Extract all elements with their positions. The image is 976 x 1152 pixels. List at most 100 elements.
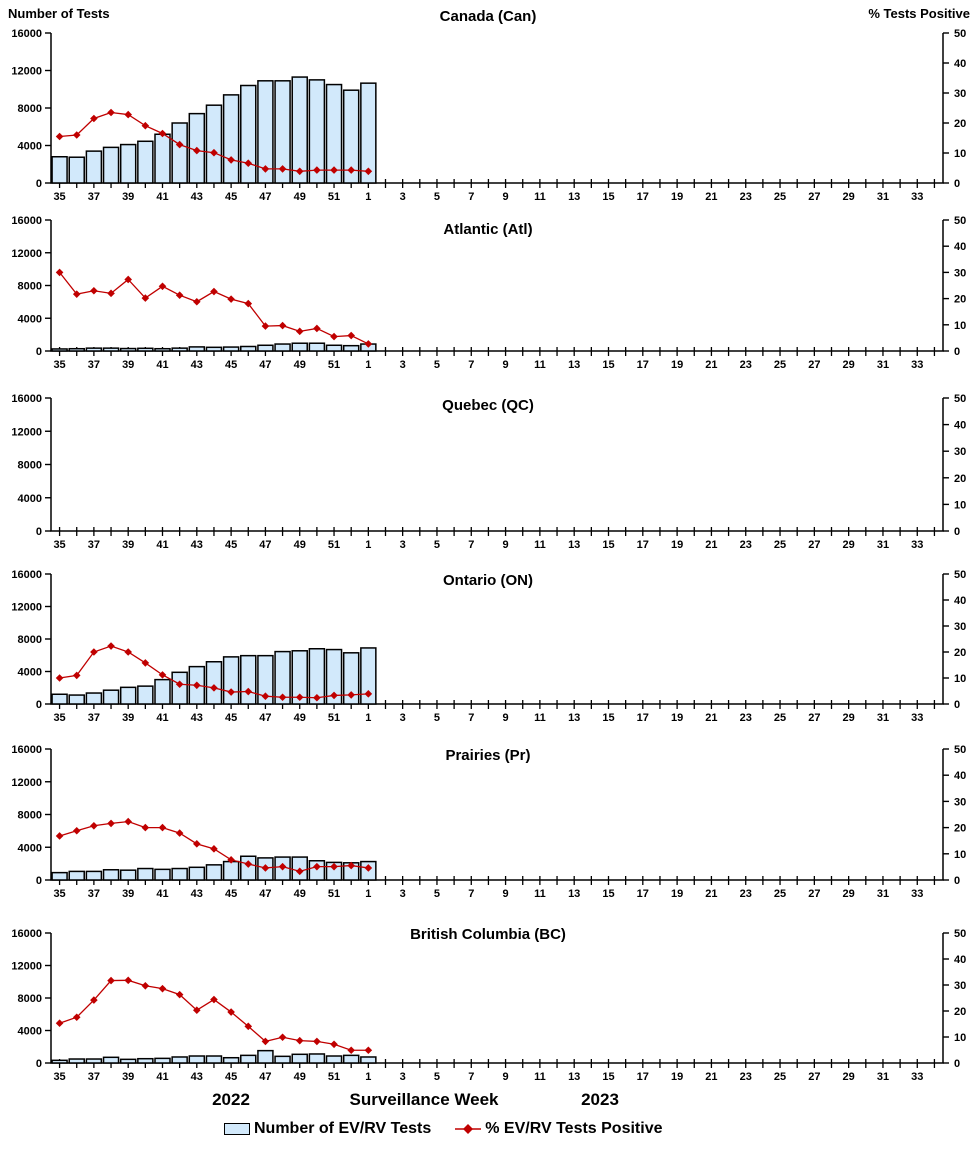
x-tick-label: 39 bbox=[122, 191, 134, 203]
y-left-tick-label: 8000 bbox=[18, 993, 42, 1005]
bar-legend-label: Number of EV/RV Tests bbox=[254, 1120, 432, 1137]
x-tick-label: 49 bbox=[294, 712, 306, 724]
positivity-marker bbox=[55, 268, 64, 277]
x-tick-label: 35 bbox=[53, 712, 65, 724]
y-left-tick-label: 8000 bbox=[18, 634, 42, 646]
y-left-tick-label: 16000 bbox=[11, 569, 42, 581]
y-left-tick-label: 8000 bbox=[18, 460, 42, 472]
positivity-marker bbox=[261, 692, 270, 700]
positivity-marker bbox=[364, 167, 373, 176]
x-tick-label: 45 bbox=[225, 191, 237, 203]
positivity-marker bbox=[193, 840, 201, 848]
tests-bar bbox=[308, 79, 326, 184]
tests-bar bbox=[205, 1055, 223, 1064]
panel-title-atlantic: Atlantic (Atl) bbox=[443, 221, 533, 238]
x-tick-label: 49 bbox=[294, 359, 306, 371]
positivity-marker bbox=[227, 295, 235, 303]
positivity-marker bbox=[278, 862, 287, 871]
x-tick-label: 17 bbox=[637, 888, 649, 900]
positivity-marker bbox=[90, 996, 98, 1004]
x-tick-label: 23 bbox=[740, 539, 752, 551]
x-tick-label: 19 bbox=[671, 359, 683, 371]
x-tick-label: 41 bbox=[156, 359, 168, 371]
x-tick-label: 41 bbox=[156, 539, 168, 551]
x-tick-label: 3 bbox=[400, 191, 406, 203]
y-left-tick-label: 16000 bbox=[11, 28, 42, 40]
positivity-marker bbox=[227, 1008, 235, 1016]
y-left-tick-label: 16000 bbox=[11, 215, 42, 227]
y-left-tick-label: 12000 bbox=[11, 66, 42, 78]
tests-bar bbox=[171, 122, 188, 184]
tests-bar bbox=[119, 347, 137, 352]
x-tick-label: 51 bbox=[328, 1071, 340, 1083]
y-left-tick-label: 0 bbox=[36, 178, 42, 190]
tests-bar bbox=[119, 869, 137, 881]
x-tick-label: 19 bbox=[671, 712, 683, 724]
x-tick-label: 13 bbox=[568, 888, 580, 900]
y-left-tick-label: 4000 bbox=[18, 842, 42, 854]
x-tick-label: 43 bbox=[191, 359, 203, 371]
y-right-tick-label: 40 bbox=[954, 954, 966, 966]
positivity-marker bbox=[347, 331, 355, 340]
positivity-marker bbox=[107, 642, 115, 650]
x-tick-label: 25 bbox=[774, 191, 786, 203]
positivity-marker bbox=[278, 165, 287, 173]
tests-bar bbox=[51, 1059, 68, 1064]
x-tick-label: 11 bbox=[534, 191, 546, 203]
tests-bar bbox=[342, 1054, 360, 1064]
y-right-tick-label: 30 bbox=[954, 88, 966, 100]
tests-bar bbox=[154, 347, 171, 352]
x-tick-label: 51 bbox=[328, 888, 340, 900]
tests-bar bbox=[205, 864, 223, 881]
positivity-marker bbox=[158, 282, 167, 291]
y-left-tick-label: 4000 bbox=[18, 313, 42, 325]
tests-bar bbox=[188, 1055, 206, 1064]
y-left-tick-label: 8000 bbox=[18, 103, 42, 115]
tests-bar bbox=[325, 83, 343, 184]
x-tick-label: 33 bbox=[911, 191, 923, 203]
y-right-tick-label: 20 bbox=[954, 118, 966, 130]
positivity-marker bbox=[330, 862, 338, 871]
tests-bar bbox=[119, 1058, 137, 1064]
positivity-marker bbox=[295, 867, 304, 876]
tests-bar bbox=[154, 1057, 171, 1064]
x-tick-label: 29 bbox=[843, 712, 855, 724]
x-tick-label: 43 bbox=[191, 1071, 203, 1083]
positivity-marker bbox=[295, 327, 304, 336]
tests-bar bbox=[119, 686, 137, 705]
tests-bar bbox=[68, 1058, 85, 1064]
positivity-marker bbox=[278, 693, 287, 702]
x-axis-title: Surveillance Week bbox=[349, 1090, 499, 1109]
y-right-tick-label: 40 bbox=[954, 595, 966, 607]
x-tick-label: 35 bbox=[53, 359, 65, 371]
x-tick-label: 17 bbox=[637, 1071, 649, 1083]
positivity-marker bbox=[330, 1040, 338, 1049]
tests-bar bbox=[291, 650, 308, 705]
x-tick-label: 29 bbox=[843, 539, 855, 551]
x-tick-label: 35 bbox=[53, 539, 65, 551]
tests-bar bbox=[325, 1055, 343, 1064]
y-right-tick-label: 50 bbox=[954, 569, 966, 581]
tests-bar bbox=[360, 647, 377, 705]
positivity-marker bbox=[278, 321, 287, 330]
right-axis-header: % Tests Positive bbox=[868, 6, 970, 21]
tests-bar bbox=[85, 870, 103, 881]
x-tick-label: 39 bbox=[122, 888, 134, 900]
tests-bar bbox=[68, 870, 85, 881]
y-left-tick-label: 16000 bbox=[11, 928, 42, 940]
y-right-tick-label: 10 bbox=[954, 499, 966, 511]
y-left-tick-label: 0 bbox=[36, 526, 42, 538]
x-tick-label: 3 bbox=[400, 888, 406, 900]
positivity-marker bbox=[330, 691, 338, 700]
tests-bar bbox=[291, 76, 308, 184]
tests-bar bbox=[85, 1058, 103, 1064]
x-tick-label: 5 bbox=[434, 191, 440, 203]
y-left-tick-label: 0 bbox=[36, 346, 42, 358]
tests-bar bbox=[188, 346, 206, 352]
tests-bar bbox=[137, 140, 154, 184]
x-tick-label: 37 bbox=[88, 888, 100, 900]
positivity-marker bbox=[124, 817, 132, 826]
x-tick-label: 27 bbox=[808, 359, 820, 371]
tests-bar bbox=[342, 344, 360, 352]
